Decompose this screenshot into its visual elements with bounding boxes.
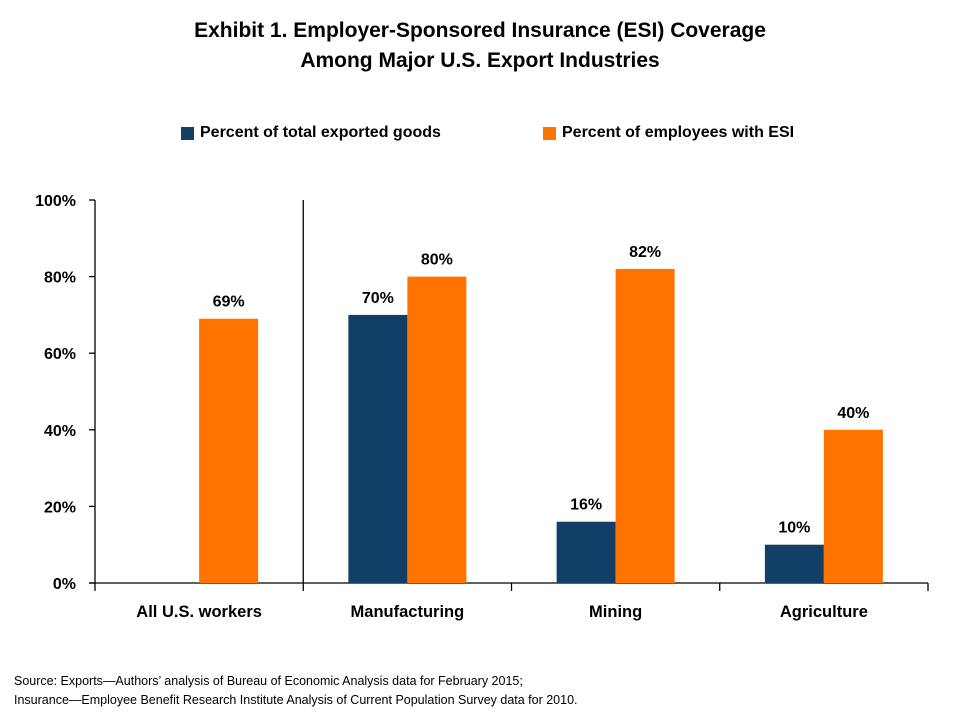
bar-exported-goods bbox=[764, 544, 824, 583]
legend-label-exported-goods: Percent of total exported goods bbox=[200, 124, 441, 141]
legend-swatch-exported-goods bbox=[181, 126, 194, 140]
legend-label-employees-esi: Percent of employees with ESI bbox=[562, 124, 795, 141]
x-category-label: All U.S. workers bbox=[136, 603, 262, 621]
chart-title-line-1: Exhibit 1. Employer-Sponsored Insurance … bbox=[194, 19, 766, 42]
y-tick-label: 40% bbox=[44, 423, 76, 440]
data-label: 10% bbox=[778, 520, 810, 537]
legend-item-exported-goods: Percent of total exported goods bbox=[181, 124, 441, 142]
data-label: 69% bbox=[213, 294, 245, 311]
x-category-label: Agriculture bbox=[780, 603, 868, 621]
bar-employees-esi bbox=[407, 276, 467, 583]
y-tick-label: 20% bbox=[44, 499, 76, 516]
bar-exported-goods bbox=[348, 314, 408, 583]
legend-swatch-employees-esi bbox=[543, 126, 556, 140]
y-tick-label: 60% bbox=[44, 346, 76, 363]
x-category-label: Mining bbox=[589, 603, 642, 621]
data-label: 80% bbox=[421, 252, 453, 269]
bar-employees-esi bbox=[615, 268, 675, 583]
y-tick-label: 100% bbox=[35, 193, 76, 210]
bar-exported-goods bbox=[556, 521, 616, 583]
source-line-2: Insurance—Employee Benefit Research Inst… bbox=[14, 693, 578, 707]
legend-item-employees-esi: Percent of employees with ESI bbox=[543, 124, 794, 142]
y-tick-label: 0% bbox=[53, 576, 76, 593]
bar-employees-esi bbox=[823, 429, 883, 583]
data-label: 40% bbox=[837, 405, 869, 422]
data-label: 70% bbox=[362, 290, 394, 307]
data-label: 16% bbox=[570, 497, 602, 514]
bar-employees-esi bbox=[199, 318, 259, 583]
x-category-label: Manufacturing bbox=[351, 603, 465, 621]
source-line-1: Source: Exports—Authors’ analysis of Bur… bbox=[14, 674, 523, 688]
source-note: Source: Exports—Authors’ analysis of Bur… bbox=[14, 672, 578, 710]
chart-subtitle: Among Major U.S. Export Industries bbox=[300, 49, 660, 72]
data-label: 82% bbox=[629, 244, 661, 261]
chart-title: Exhibit 1. Employer-Sponsored Insurance … bbox=[0, 16, 960, 76]
y-tick-label: 80% bbox=[44, 270, 76, 287]
legend: Percent of total exported goods Percent … bbox=[0, 124, 960, 148]
